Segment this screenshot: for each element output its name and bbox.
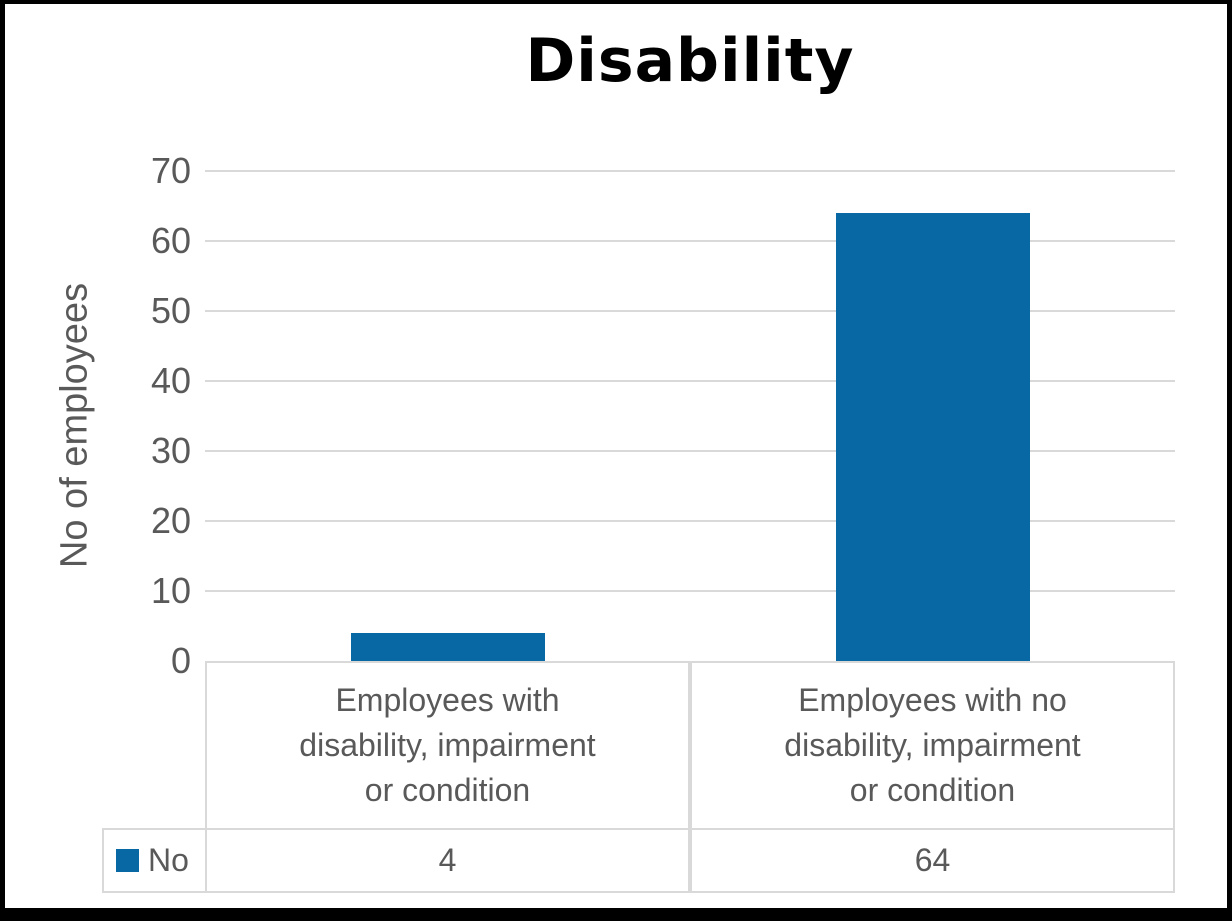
gridline (205, 590, 1175, 592)
legend-swatch-icon (116, 849, 139, 872)
gridline (205, 310, 1175, 312)
gridline (205, 170, 1175, 172)
y-tick-label: 60 (150, 220, 191, 261)
legend-series-label: No (148, 842, 189, 878)
y-tick-label: 20 (150, 500, 191, 541)
y-tick-label: 0 (170, 640, 191, 681)
category-label: Employees with disability, impairment or c… (299, 682, 596, 808)
value-cell: 4 (205, 828, 690, 893)
bar (835, 213, 1030, 661)
gridline (205, 240, 1175, 242)
category-label: Employees with no disability, impairment o… (784, 682, 1081, 808)
bar (350, 633, 545, 661)
gridline (205, 520, 1175, 522)
y-axis-title: No of employees (53, 282, 96, 569)
gridline (205, 380, 1175, 382)
chart-title: Disability (525, 26, 855, 96)
y-tick-label: 30 (150, 430, 191, 471)
y-tick-label: 50 (150, 290, 191, 331)
legend-cell: No (102, 828, 207, 893)
category-cell: Employees with disability, impairment or c… (205, 661, 690, 830)
y-tick-label: 70 (150, 150, 191, 191)
y-tick-label: 10 (150, 570, 191, 611)
value-cell: 64 (690, 828, 1175, 893)
gridline (205, 450, 1175, 452)
category-cell: Employees with no disability, impairment o… (690, 661, 1175, 830)
y-tick-label: 40 (150, 360, 191, 401)
